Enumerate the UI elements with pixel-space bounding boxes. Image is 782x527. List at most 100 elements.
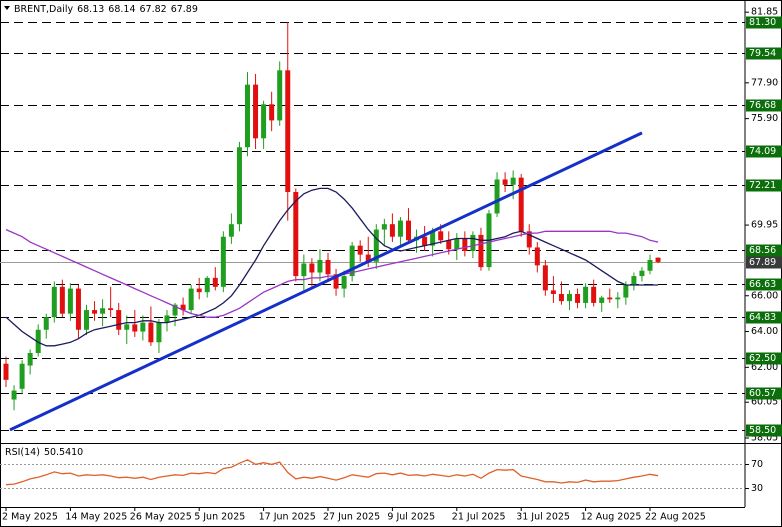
trendline xyxy=(9,131,643,432)
level-label: 68.56 xyxy=(749,245,776,256)
level-box xyxy=(746,244,782,257)
candle-body xyxy=(140,322,146,332)
candle-body xyxy=(542,265,548,291)
candle-body xyxy=(639,270,645,277)
level-box xyxy=(746,278,782,291)
rsi-value: 50.5410 xyxy=(44,447,83,458)
candle-body xyxy=(75,288,81,330)
menu-arrow[interactable] xyxy=(4,6,10,10)
x-tick-label: 27 Jun 2025 xyxy=(323,512,380,523)
candle-body xyxy=(59,286,65,314)
candle-body xyxy=(84,310,89,330)
candle-body xyxy=(253,84,259,139)
x-tick-label: 2 May 2025 xyxy=(2,512,58,523)
candle-body xyxy=(381,224,387,230)
candle-body xyxy=(575,293,581,303)
y-tick-label: 58.05 xyxy=(751,432,778,443)
candle-body xyxy=(631,276,637,286)
level-label: 74.09 xyxy=(749,146,776,157)
level-label: 72.21 xyxy=(749,180,776,191)
candle-body xyxy=(526,231,532,248)
candle-body xyxy=(534,247,540,266)
candle-body xyxy=(188,288,194,311)
candle-body xyxy=(502,179,508,185)
rsi-title: RSI(14) 50.5410 xyxy=(5,447,83,458)
candle-body xyxy=(212,277,218,287)
candle-body xyxy=(430,231,436,246)
candle-body xyxy=(446,240,452,250)
candle-body xyxy=(357,245,363,255)
candle-body xyxy=(325,259,331,275)
symbol: BRENT,Daily xyxy=(14,4,73,15)
ohlc-close: 67.89 xyxy=(171,4,198,15)
candle-body xyxy=(236,147,242,225)
level-label: 64.83 xyxy=(749,312,776,323)
level-label: 58.50 xyxy=(749,425,776,436)
x-tick-label: 9 Jul 2025 xyxy=(387,512,435,523)
candle-body xyxy=(494,179,500,214)
level-label: 79.54 xyxy=(749,48,776,59)
y-tick-label: 81.85 xyxy=(751,7,778,18)
candle-body xyxy=(615,297,621,300)
candle-body xyxy=(389,224,395,237)
level-label: 62.50 xyxy=(749,353,776,364)
candle-body xyxy=(261,104,267,139)
candle-body xyxy=(269,104,275,121)
candle-body xyxy=(92,310,98,314)
candle-body xyxy=(164,315,170,323)
candle-body xyxy=(245,84,250,148)
candle-body xyxy=(108,308,114,311)
y-tick-label: 66.00 xyxy=(751,290,778,301)
candle-body xyxy=(116,310,122,330)
candle-body xyxy=(204,277,210,293)
level-box xyxy=(746,424,782,437)
candle-body xyxy=(309,263,315,273)
candle-body xyxy=(647,259,653,271)
candle-body xyxy=(51,286,57,318)
moving-average xyxy=(5,229,659,318)
candle-body xyxy=(124,324,130,330)
candle-body xyxy=(180,304,186,311)
rsi-line xyxy=(5,459,659,486)
rsi-tick-label: 70 xyxy=(751,459,763,470)
candle-body xyxy=(341,276,347,289)
price-box xyxy=(746,256,782,269)
level-box xyxy=(746,16,782,29)
y-tick-label: 62.00 xyxy=(751,362,778,373)
rsi-tick-label: 30 xyxy=(751,483,763,494)
x-tick-label: 17 Jun 2025 xyxy=(259,512,316,523)
candle-body xyxy=(470,234,476,252)
level-box xyxy=(746,145,782,158)
level-label: 81.30 xyxy=(749,17,776,28)
candle-body xyxy=(277,70,283,121)
candle-body xyxy=(462,238,468,252)
x-tick-label: 12 Aug 2025 xyxy=(581,512,642,523)
candle-body xyxy=(558,293,564,302)
x-tick-label: 21 Jul 2025 xyxy=(452,512,506,523)
y-tick-label: 77.90 xyxy=(751,77,778,88)
candle-body xyxy=(228,224,234,237)
y-tick-label: 60.05 xyxy=(751,397,778,408)
candle-body xyxy=(132,324,138,332)
ohlc-high: 68.14 xyxy=(108,4,135,15)
candle-body xyxy=(518,177,524,232)
candle-body xyxy=(100,308,106,314)
candle-body xyxy=(591,286,597,303)
candle-body xyxy=(27,353,33,366)
candle-body xyxy=(196,288,202,293)
candle-body xyxy=(333,274,339,289)
candle-body xyxy=(599,297,605,303)
header: BRENT,Daily 68.13 68.14 67.82 67.89 xyxy=(14,4,198,15)
level-label: 60.57 xyxy=(749,388,776,399)
level-box xyxy=(746,311,782,324)
candle-body xyxy=(43,317,49,330)
candle-body xyxy=(285,70,291,192)
ohlc-open: 68.13 xyxy=(77,4,104,15)
candle-body xyxy=(397,220,403,237)
candle-body xyxy=(478,234,484,268)
candle-body xyxy=(550,290,556,294)
price-label: 67.89 xyxy=(749,257,776,268)
y-tick-label: 69.95 xyxy=(751,220,778,231)
candle-body xyxy=(422,236,428,246)
